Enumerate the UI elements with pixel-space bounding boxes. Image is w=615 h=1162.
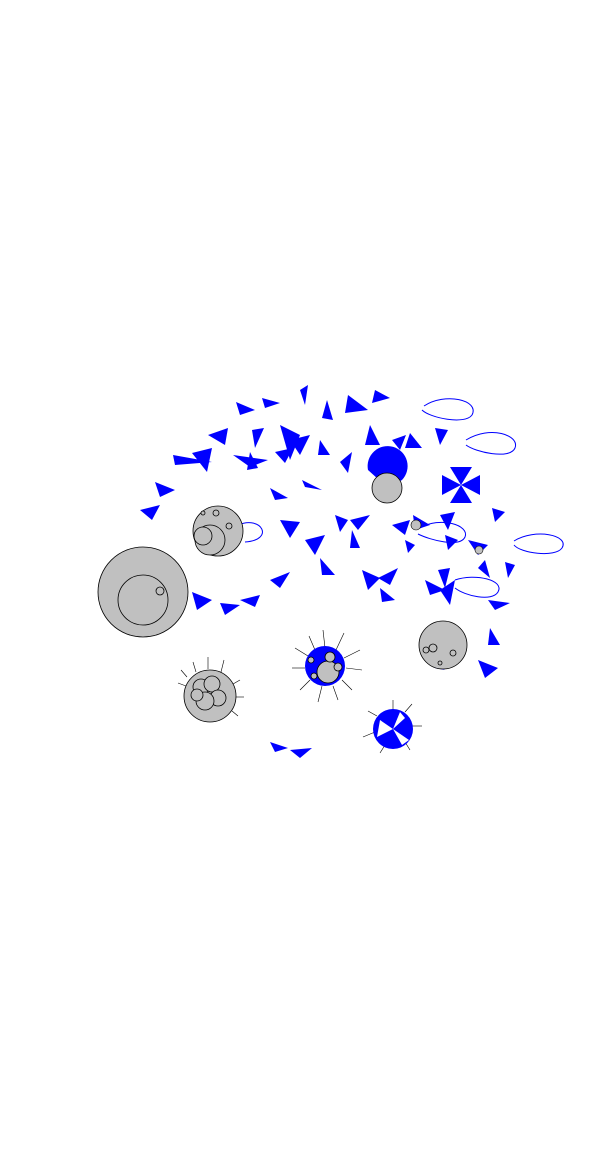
cluster-node-bottom-left [177, 657, 244, 723]
cluster-node-left [192, 505, 263, 557]
fan-edges [140, 385, 515, 758]
cluster-node-right [418, 620, 468, 670]
cluster-node-large [97, 546, 189, 638]
small-gray-nodes [410, 519, 484, 555]
cluster-node-top [367, 446, 408, 504]
star-node-right-upper [442, 467, 480, 503]
star-node-bottom [362, 700, 422, 754]
cluster-node-mid-blue [292, 629, 363, 703]
loop-edges [417, 398, 564, 598]
